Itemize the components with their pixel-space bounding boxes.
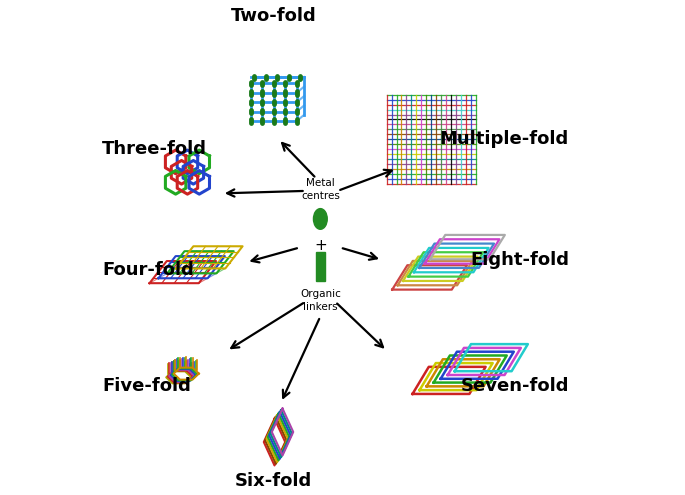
Text: Seven-fold: Seven-fold — [460, 377, 569, 396]
Text: Organic
linkers: Organic linkers — [300, 290, 341, 312]
Text: +: + — [314, 238, 327, 252]
Text: Eight-fold: Eight-fold — [470, 251, 569, 269]
Text: Five-fold: Five-fold — [102, 377, 191, 396]
Text: Six-fold: Six-fold — [235, 472, 312, 491]
Text: Three-fold: Three-fold — [102, 140, 208, 158]
Text: Multiple-fold: Multiple-fold — [440, 130, 569, 148]
Bar — [316, 252, 325, 281]
Text: Metal
centres: Metal centres — [301, 178, 340, 201]
Text: Two-fold: Two-fold — [231, 7, 316, 25]
Text: Four-fold: Four-fold — [102, 261, 194, 279]
Ellipse shape — [314, 208, 327, 229]
